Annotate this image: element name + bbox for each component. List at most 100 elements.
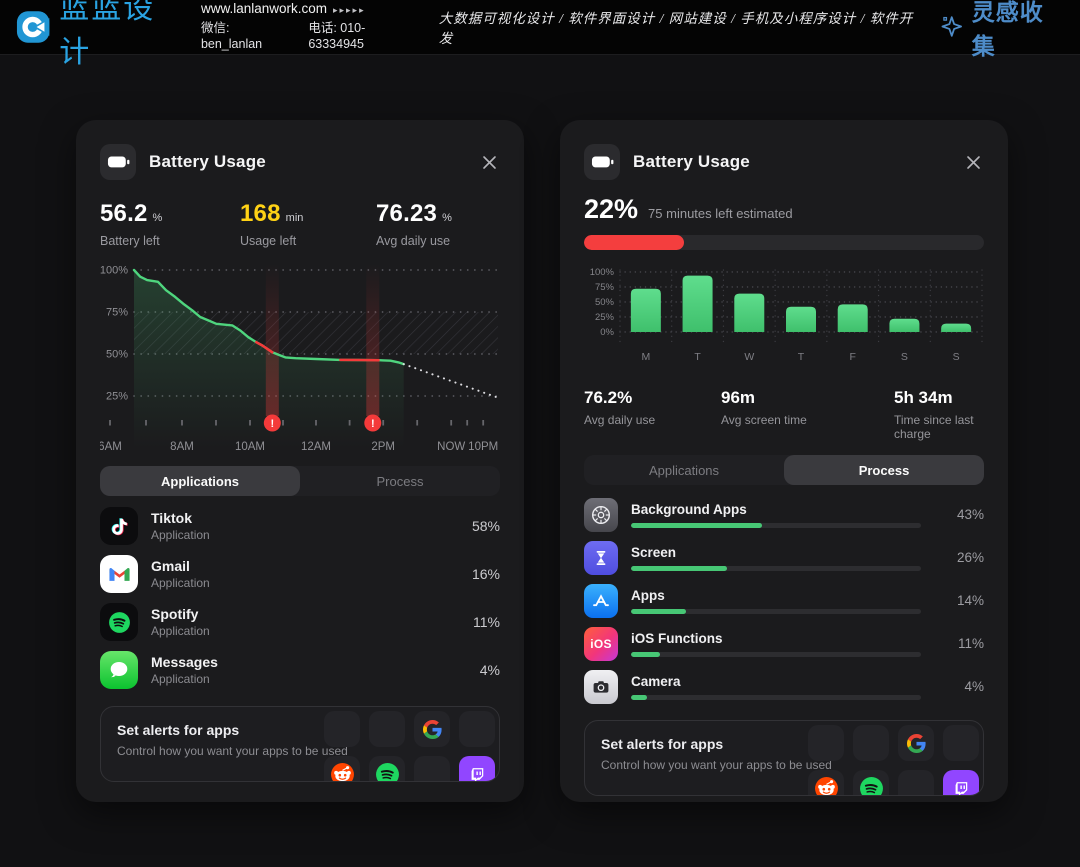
- usage-stats: 76.2% Avg daily use 96m Avg screen time …: [584, 388, 984, 441]
- card-title: Battery Usage: [633, 152, 750, 171]
- empty-tile[interactable]: [853, 725, 889, 761]
- battery-usage-card-left: Battery Usage 56.2% Battery left 168 min …: [76, 120, 524, 802]
- battery-icon: [100, 144, 136, 180]
- website-link[interactable]: www.lanlanwork.com: [200, 1, 327, 17]
- close-button[interactable]: [478, 151, 500, 173]
- battery-usage-card-right: Battery Usage 22% 75 minutes left estima…: [560, 120, 1008, 802]
- ios-icon: iOS: [584, 626, 618, 661]
- svg-text:6AM: 6AM: [100, 441, 122, 453]
- process-percent: 4%: [964, 679, 984, 694]
- set-alerts-panel[interactable]: Set alerts for apps Control how you want…: [100, 706, 500, 782]
- reddit-icon: [330, 762, 354, 781]
- spotify-tile[interactable]: [369, 756, 405, 781]
- process-bar: [631, 608, 687, 614]
- messages-icon: [100, 651, 138, 689]
- close-icon: [966, 155, 980, 169]
- brand-name: 蓝蓝设计: [59, 0, 156, 69]
- twitch-icon: [471, 768, 484, 781]
- empty-tile[interactable]: [898, 770, 934, 795]
- process-bar: [631, 694, 647, 700]
- svg-text:T: T: [694, 351, 701, 363]
- twitch-icon: [955, 782, 968, 795]
- svg-text:8AM: 8AM: [170, 441, 194, 453]
- tiktok-icon: [100, 507, 138, 545]
- process-usage-list: Background Apps 43% Screen: [584, 493, 984, 708]
- close-icon: [482, 155, 496, 169]
- list-item-apps[interactable]: Apps 14%: [584, 579, 984, 622]
- empty-tile[interactable]: [808, 725, 844, 761]
- process-percent: 26%: [956, 550, 984, 565]
- warning-icon: !: [364, 414, 382, 432]
- battery-percent: 22%: [584, 194, 639, 224]
- usage-percent: 11%: [473, 614, 500, 630]
- list-item-camera[interactable]: Camera 4%: [584, 665, 984, 708]
- app-usage-list: Tiktok Application 58% Gmail Applicat: [100, 502, 500, 694]
- view-tabs: Applications Process: [584, 455, 984, 485]
- empty-tile[interactable]: [324, 711, 360, 747]
- stat-avg-daily-use: 76.2% Avg daily use: [584, 388, 656, 427]
- empty-tile[interactable]: [414, 756, 450, 781]
- twitch-tile[interactable]: [943, 770, 979, 795]
- list-item-background-apps[interactable]: Background Apps 43%: [584, 493, 984, 536]
- close-button[interactable]: [962, 151, 984, 173]
- collect-label: 灵感收集: [971, 0, 1044, 59]
- phone-number: 电话: 010-63334945: [308, 21, 366, 51]
- list-item-tiktok[interactable]: Tiktok Application 58%: [100, 502, 500, 550]
- spotify-tile[interactable]: [853, 770, 889, 795]
- usage-percent: 4%: [479, 662, 500, 678]
- svg-text:25%: 25%: [106, 391, 128, 403]
- app-tile-grid: [324, 711, 495, 781]
- svg-text:100%: 100%: [590, 267, 615, 278]
- alerts-title: Set alerts for apps: [601, 736, 724, 752]
- svg-text:M: M: [641, 351, 650, 363]
- spotify-icon: [859, 776, 883, 795]
- google-icon: [422, 719, 442, 739]
- list-item-messages[interactable]: Messages Application 4%: [100, 646, 500, 694]
- tab-applications[interactable]: Applications: [100, 466, 300, 496]
- alerts-subtitle: Control how you want your apps to be use…: [117, 744, 348, 758]
- google-tile[interactable]: [898, 725, 934, 761]
- svg-text:0%: 0%: [600, 327, 614, 338]
- stat-usage-left: 168 min Usage left: [240, 200, 304, 248]
- brand-logo: 蓝蓝设计: [14, 0, 185, 71]
- empty-tile[interactable]: [943, 725, 979, 761]
- tab-applications[interactable]: Applications: [648, 462, 720, 478]
- process-percent: 14%: [956, 593, 984, 608]
- spotify-icon: [375, 762, 399, 781]
- svg-text:75%: 75%: [106, 307, 128, 319]
- list-item-gmail[interactable]: Gmail Application 16%: [100, 550, 500, 598]
- stat-time-since-charge: 5h 34m Time since last charge: [894, 388, 974, 441]
- reddit-tile[interactable]: [808, 770, 844, 795]
- stat-avg-daily-use: 76.23% Avg daily use: [376, 200, 452, 248]
- screen-time-icon: [584, 540, 618, 575]
- battery-stats: 56.2% Battery left 168 min Usage left 76.…: [100, 200, 500, 248]
- tab-process[interactable]: Process: [784, 455, 984, 485]
- reddit-tile[interactable]: [324, 756, 360, 781]
- svg-text:25%: 25%: [595, 312, 615, 323]
- process-percent: 11%: [957, 636, 984, 651]
- google-tile[interactable]: [414, 711, 450, 747]
- set-alerts-panel[interactable]: Set alerts for apps Control how you want…: [584, 720, 984, 796]
- empty-tile[interactable]: [369, 711, 405, 747]
- gmail-icon: [100, 555, 138, 593]
- camera-icon: [584, 669, 618, 704]
- list-item-spotify[interactable]: Spotify Application 11%: [100, 598, 500, 646]
- twitch-tile[interactable]: [459, 756, 495, 781]
- wechat-id: 微信: ben_lanlan: [200, 21, 263, 51]
- alerts-subtitle: Control how you want your apps to be use…: [601, 758, 832, 772]
- empty-tile[interactable]: [459, 711, 495, 747]
- svg-text:S: S: [901, 351, 908, 363]
- site-header: 蓝蓝设计 www.lanlanwork.com ▸▸▸▸▸ 微信: ben_lan…: [0, 0, 1080, 69]
- svg-text:!: !: [371, 418, 375, 430]
- battery-icon: [584, 144, 620, 180]
- list-item-ios-functions[interactable]: iOS iOS Functions 11%: [584, 622, 984, 665]
- lanlan-logo-icon: [16, 11, 50, 43]
- tab-process[interactable]: Process: [376, 473, 424, 489]
- spotify-icon: [100, 603, 138, 641]
- list-item-screen[interactable]: Screen 26%: [584, 536, 984, 579]
- google-icon: [906, 733, 926, 753]
- stat-avg-screen-time: 96m Avg screen time: [721, 388, 807, 427]
- svg-text:T: T: [798, 351, 805, 363]
- svg-text:50%: 50%: [595, 297, 615, 308]
- svg-text:10PM: 10PM: [468, 441, 498, 453]
